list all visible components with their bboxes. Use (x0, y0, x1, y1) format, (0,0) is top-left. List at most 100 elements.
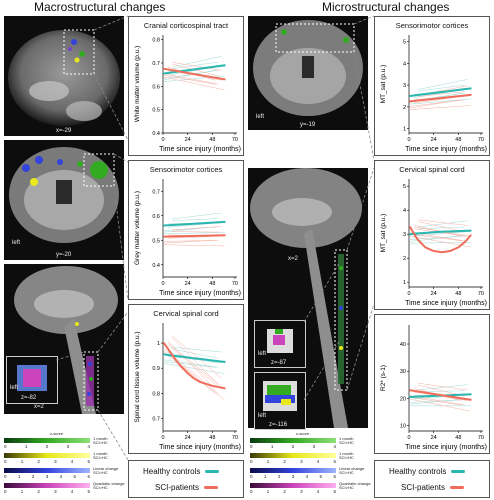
cord-axial-micro-1-image (267, 329, 293, 353)
x-tick-label: 70 (478, 435, 484, 441)
chart-title: Cervical spinal cord (153, 309, 219, 318)
individual-trajectory (172, 62, 222, 71)
individual-trajectory (414, 224, 462, 237)
coord-label: z=-82 (21, 395, 37, 401)
sci-mean-line (163, 67, 226, 81)
colorbar-label: 1 month SCI<HC (93, 436, 108, 445)
individual-trajectory (163, 73, 219, 85)
chart-svg-grey-matter: 0.4 0.5 0.6 0.7 0 24 48 70 Time since injury (mo… (134, 179, 241, 297)
x-tick-label: 0 (407, 291, 410, 297)
y-tick-label: 0.6 (152, 214, 160, 220)
colorbar-title: z-score (50, 431, 64, 436)
chart-svg-r2star: 10 20 30 40 0 24 48 70 Time since injury (months… (380, 325, 487, 451)
x-tick-label: 48 (455, 291, 461, 297)
healthy-mean-line (163, 220, 226, 227)
individual-trajectory (163, 350, 216, 394)
x-tick-label: 24 (431, 435, 437, 441)
individual-trajectory (167, 341, 216, 390)
coord-label: x=2 (288, 256, 298, 262)
individual-trajectory (409, 233, 462, 242)
cord-axial-micro-2-image (263, 381, 297, 411)
brain-sagittal-image (8, 29, 120, 126)
chart-svg-mtsat-cord: 1 2 3 4 5 0 24 48 70 Time since injury (months) MT… (380, 179, 487, 307)
y-tick-label: 1 (403, 127, 406, 133)
y-tick-label: 1 (157, 341, 160, 347)
y-axis-label: Grey matter volume (p.u.) (134, 191, 141, 265)
y-tick-label: 4 (403, 208, 406, 214)
individual-trajectory (409, 397, 462, 406)
individual-trajectory (418, 220, 468, 228)
y-tick-label: 4 (403, 61, 406, 67)
y-tick-label: 0.9 (152, 366, 160, 372)
orientation-label: left (258, 413, 267, 419)
individual-trajectory (172, 346, 222, 353)
individual-trajectory (168, 355, 222, 364)
legend-item-sci: SCI-patients (401, 483, 465, 492)
individual-trajectory (172, 61, 219, 69)
colorbar-3 (250, 468, 336, 473)
legend-item-healthy: Healthy controls (389, 467, 466, 476)
cord-axial-image (17, 365, 47, 391)
micro-title: Microstructural changes (322, 0, 450, 14)
y-tick-label: 0.7 (152, 61, 160, 67)
y-axis-label: Spinal cord tissue volume (p.u.) (134, 331, 141, 422)
y-tick-label: 0.7 (152, 189, 160, 195)
mri-sagittal-brain: x=-29 (4, 16, 124, 136)
legend-item-healthy: Healthy controls (143, 467, 220, 476)
mri-coronal-micro: left y=-19 (248, 16, 368, 130)
healthy-mean-line (163, 64, 226, 75)
colorbar-label: 1 month SCI>HC (93, 451, 108, 460)
colorbar-label: Quadratic change SCI>HC (339, 481, 371, 490)
y-tick-label: 3 (403, 232, 406, 238)
individual-trajectory (409, 398, 471, 412)
coord-label: z=-116 (269, 422, 288, 428)
y-tick-label: 3 (403, 83, 406, 89)
x-tick-label: 70 (232, 435, 238, 441)
x-tick-label: 48 (209, 281, 215, 287)
y-tick-label: 0.5 (152, 238, 160, 244)
x-tick-label: 0 (407, 435, 410, 441)
healthy-swatch (451, 470, 466, 473)
coord-label: x=-29 (56, 128, 72, 134)
x-tick-label: 70 (232, 281, 238, 287)
x-tick-label: 48 (209, 137, 215, 143)
individual-trajectory (163, 359, 219, 368)
legend-right: Healthy controls SCI-patients (374, 460, 490, 498)
individual-trajectory (418, 79, 468, 90)
coord-label: z=-87 (271, 360, 287, 366)
individual-trajectory (418, 221, 465, 233)
x-axis-label: Time since injury (months) (405, 146, 487, 153)
orientation-label: left (258, 351, 267, 357)
individual-trajectory (418, 91, 465, 97)
y-tick-label: 1 (403, 280, 406, 286)
sci-mean-line (409, 389, 472, 401)
individual-trajectory (172, 348, 219, 359)
colorbar-3 (4, 468, 90, 473)
y-tick-label: 0.7 (152, 416, 160, 422)
sci-swatch (204, 486, 219, 489)
x-tick-label: 24 (185, 435, 191, 441)
individual-trajectory (172, 56, 222, 68)
y-tick-label: 2 (403, 256, 406, 262)
chart-panel-3: Cervical spinal cord 0.7 0.8 0.9 1 0 24 48 70 Ti… (128, 304, 244, 454)
colorbar-2 (4, 453, 90, 458)
x-tick-label: 48 (209, 435, 215, 441)
healthy-swatch (205, 470, 220, 473)
chart-svg-white-matter: 0.4 0.5 0.6 0.7 0.8 0 24 48 70 Time since injury … (134, 35, 241, 153)
chart-title: Cranial corticospinal tract (143, 21, 229, 30)
x-tick-label: 0 (161, 281, 164, 287)
mri-axial-micro-1: left z=-87 (254, 320, 306, 368)
colorbar-4 (250, 483, 336, 488)
x-axis-label: Time since injury (months) (159, 290, 241, 297)
individual-trajectory (410, 399, 465, 403)
individual-trajectory (418, 84, 465, 92)
individual-trajectory (163, 75, 216, 85)
individual-trajectory (418, 384, 468, 391)
